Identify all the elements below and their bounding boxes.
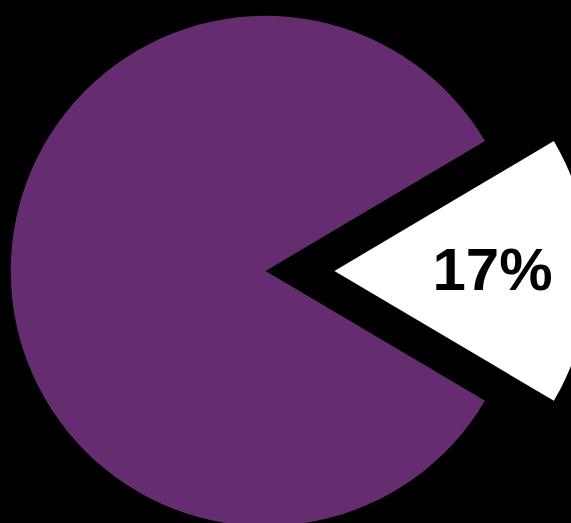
svg-text:17%: 17% [432,236,552,303]
